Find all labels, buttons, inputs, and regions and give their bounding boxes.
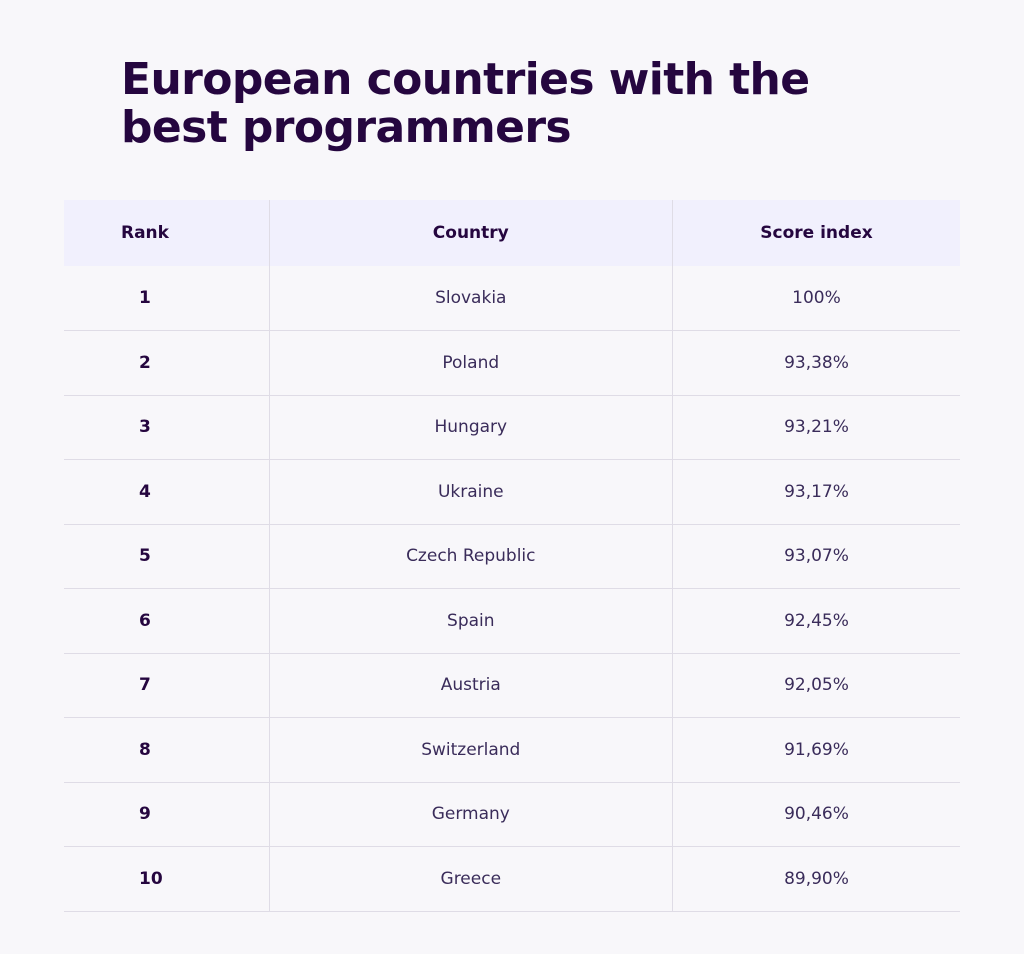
country-cell: Czech Republic — [269, 524, 673, 589]
country-cell: Spain — [269, 588, 673, 654]
score-cell: 92,05% — [672, 653, 960, 718]
score-cell: 93,21% — [672, 395, 960, 460]
rank-cell: 4 — [64, 459, 270, 525]
rank-cell: 10 — [64, 846, 270, 912]
table-body: 1 Slovakia 100% 2 Poland 93,38% 3 Hungary 93,21%… — [64, 266, 960, 912]
country-cell: Slovakia — [269, 266, 673, 331]
table-row: 6 Spain 92,45% — [64, 588, 960, 654]
table-row: 10 Greece 89,90% — [64, 846, 960, 912]
ranking-table: Rank Country Score index 1 Slovakia 100% 2 P… — [64, 200, 960, 912]
rank-cell: 3 — [64, 395, 270, 460]
table-row: 9 Germany 90,46% — [64, 782, 960, 847]
score-cell: 93,17% — [672, 459, 960, 525]
score-cell: 89,90% — [672, 846, 960, 912]
table-row: 2 Poland 93,38% — [64, 330, 960, 396]
table-row: 4 Ukraine 93,17% — [64, 459, 960, 525]
rank-cell: 7 — [64, 653, 270, 718]
rank-cell: 8 — [64, 717, 270, 783]
table-row: 5 Czech Republic 93,07% — [64, 524, 960, 589]
score-cell: 93,38% — [672, 330, 960, 396]
country-cell: Hungary — [269, 395, 673, 460]
rank-cell: 2 — [64, 330, 270, 396]
score-cell: 92,45% — [672, 588, 960, 654]
score-cell: 90,46% — [672, 782, 960, 847]
score-cell: 100% — [672, 266, 960, 331]
table-row: 7 Austria 92,05% — [64, 653, 960, 718]
table-row: 8 Switzerland 91,69% — [64, 717, 960, 783]
country-cell: Germany — [269, 782, 673, 847]
country-cell: Austria — [269, 653, 673, 718]
country-cell: Ukraine — [269, 459, 673, 525]
score-cell: 93,07% — [672, 524, 960, 589]
rank-cell: 6 — [64, 588, 270, 654]
country-cell: Switzerland — [269, 717, 673, 783]
page-title: European countries with the best program… — [121, 54, 810, 153]
rank-cell: 5 — [64, 524, 270, 589]
table-row: 3 Hungary 93,21% — [64, 395, 960, 460]
table-row: 1 Slovakia 100% — [64, 266, 960, 331]
rank-cell: 1 — [64, 266, 270, 331]
table-header-row: Rank Country Score index — [64, 200, 960, 266]
score-cell: 91,69% — [672, 717, 960, 783]
rank-cell: 9 — [64, 782, 270, 847]
column-header-country: Country — [269, 200, 673, 266]
column-header-score: Score index — [760, 223, 873, 243]
column-header-rank: Rank — [64, 200, 270, 266]
country-cell: Greece — [269, 846, 673, 912]
country-cell: Poland — [269, 330, 673, 396]
